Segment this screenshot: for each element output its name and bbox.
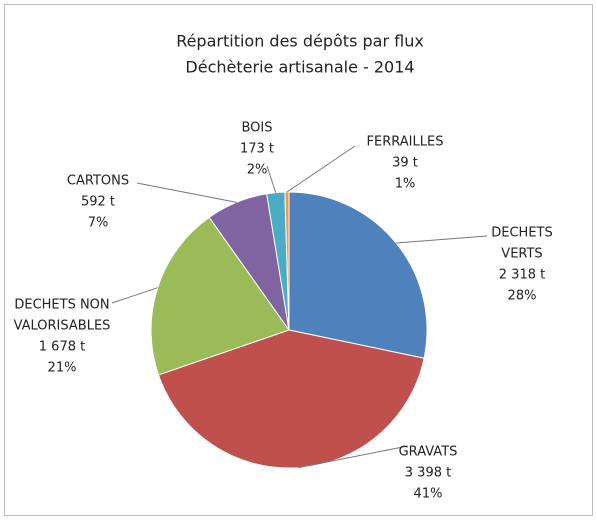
pie-slice <box>150 216 290 376</box>
value-label: 39 t <box>392 156 418 171</box>
leader-line <box>286 145 356 193</box>
value-label: 173 t <box>240 142 274 157</box>
slice-label: DECHETS NON <box>14 298 109 313</box>
slice-label: FERRAILLES <box>367 135 444 150</box>
leader-line <box>111 287 158 304</box>
chart-title: Répartition des dépôts par flux <box>176 32 424 51</box>
value-label: 2 318 t <box>499 268 545 283</box>
chart-subtitle: Déchèterie artisanale - 2014 <box>185 58 414 77</box>
leader-line <box>266 165 277 193</box>
slice-label: BOIS <box>241 121 272 136</box>
percent-label: 28% <box>508 289 537 304</box>
leader-line <box>136 182 237 203</box>
value-label: 592 t <box>81 195 115 210</box>
value-label: 1 678 t <box>39 340 85 355</box>
percent-label: 7% <box>88 216 109 231</box>
percent-label: 1% <box>395 177 416 192</box>
pie-slice <box>288 191 428 359</box>
percent-label: 21% <box>48 361 77 376</box>
leader-line <box>396 235 488 244</box>
value-label: 3 398 t <box>405 466 451 481</box>
percent-label: 41% <box>414 487 443 502</box>
slice-label: DECHETS <box>491 226 552 241</box>
slice-label: GRAVATS <box>399 445 458 460</box>
slice-label: VALORISABLES <box>14 319 111 334</box>
leader-line <box>297 445 409 469</box>
percent-label: 2% <box>247 163 268 178</box>
slice-label: CARTONS <box>67 174 129 189</box>
slice-label: VERTS <box>501 247 542 262</box>
